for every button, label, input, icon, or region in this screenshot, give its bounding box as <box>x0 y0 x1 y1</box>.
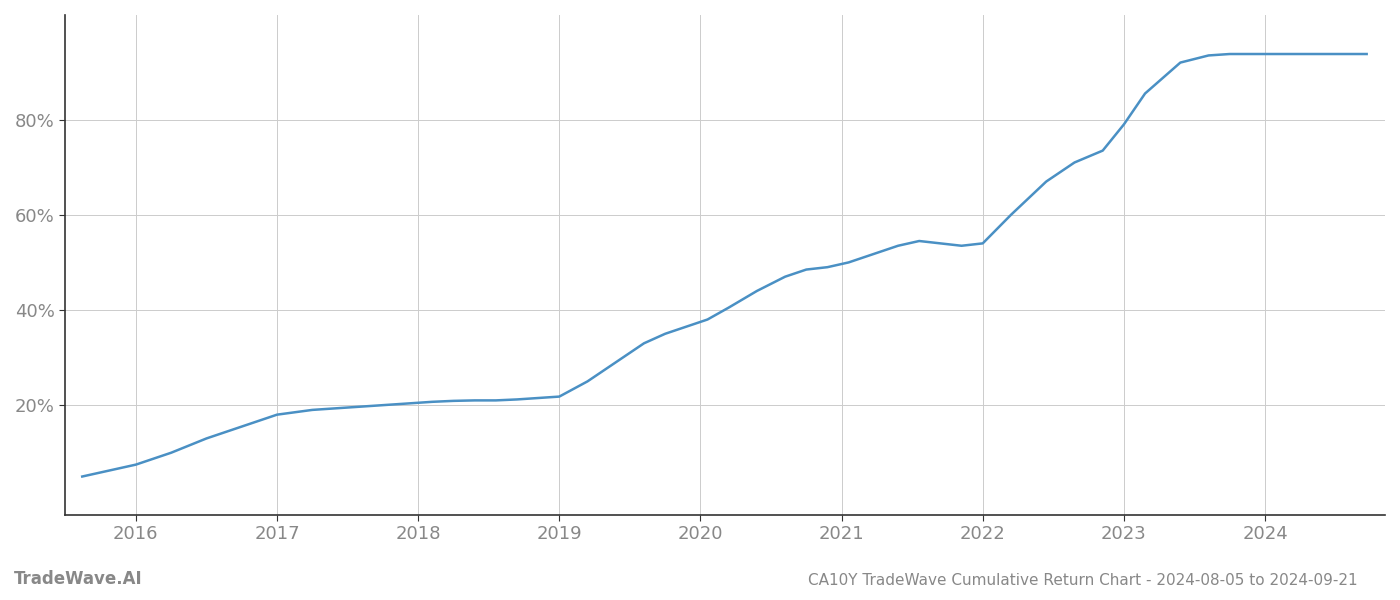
Text: TradeWave.AI: TradeWave.AI <box>14 570 143 588</box>
Text: CA10Y TradeWave Cumulative Return Chart - 2024-08-05 to 2024-09-21: CA10Y TradeWave Cumulative Return Chart … <box>808 573 1358 588</box>
